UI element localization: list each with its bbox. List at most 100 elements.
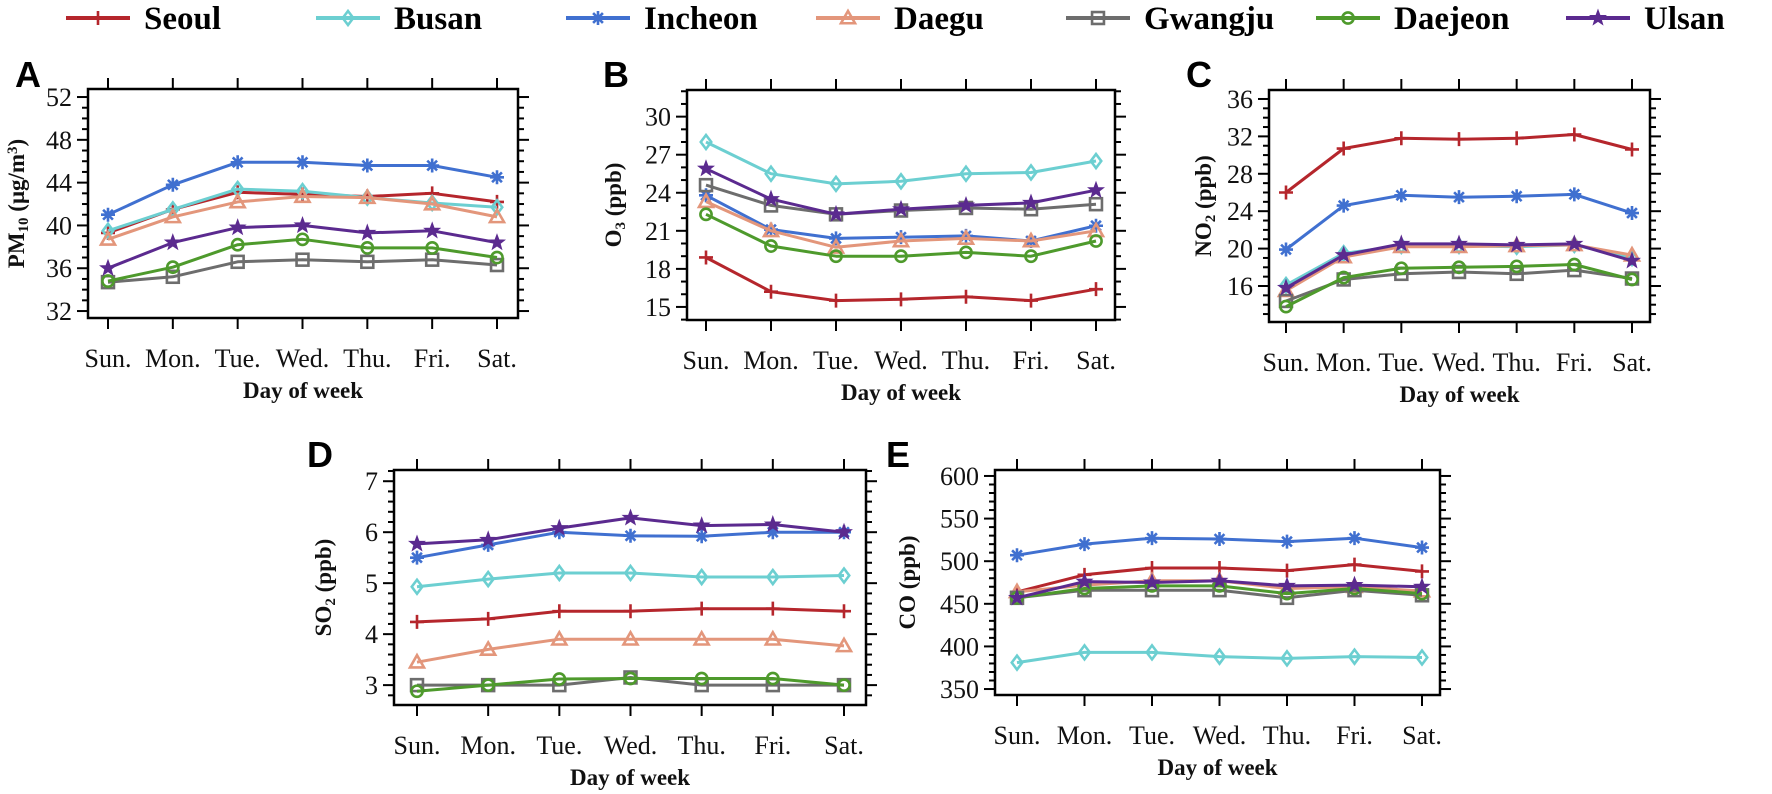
data-point (623, 563, 638, 583)
x-tick-label: Sat. (824, 731, 864, 760)
x-axis-title: Day of week (841, 380, 961, 405)
x-tick-label: Wed. (276, 344, 330, 373)
data-point (837, 566, 851, 585)
plot-frame (993, 468, 1442, 697)
y-tick-label: 350 (940, 675, 979, 704)
data-point (552, 525, 567, 540)
legend-item-gwangju: Gwangju (1066, 1, 1274, 37)
data-point (621, 508, 640, 526)
data-point (762, 189, 780, 207)
data-point (894, 172, 908, 191)
x-tick-label: Thu. (1263, 721, 1311, 750)
data-point (230, 155, 245, 170)
legend-item-seoul: Seoul (66, 1, 221, 37)
x-tick-label: Mon. (1316, 348, 1372, 377)
y-tick-label: 30 (645, 103, 671, 132)
data-point (1625, 272, 1639, 287)
x-tick-label: Tue. (1129, 721, 1175, 750)
data-point (293, 215, 312, 234)
series-line (705, 212, 1097, 258)
x-tick-label: Sat. (1076, 346, 1116, 375)
data-point (360, 254, 375, 270)
x-tick-label: Sun. (683, 346, 730, 375)
data-point (894, 249, 908, 264)
y-axis-title-part: 3 (613, 222, 629, 230)
x-tick-label: Mon. (460, 731, 516, 760)
data-point (1567, 257, 1582, 272)
data-point (1336, 244, 1351, 263)
data-point (692, 516, 711, 534)
data-point (1075, 572, 1094, 590)
data-point (1280, 649, 1294, 668)
data-point (697, 159, 715, 177)
data-point (959, 245, 973, 260)
data-point (423, 221, 442, 239)
legend-item-busan: Busan (316, 1, 482, 37)
x-tick-label: Sat. (1402, 721, 1442, 750)
y-tick-label: 3 (365, 671, 378, 700)
x-tick-label: Thu. (677, 731, 725, 760)
series-line (107, 195, 498, 241)
series-line (107, 258, 498, 284)
data-point (228, 218, 247, 236)
data-point (1145, 643, 1159, 662)
data-point (230, 237, 245, 252)
data-point (1008, 588, 1026, 606)
series-line (107, 237, 498, 283)
data-point (358, 223, 377, 241)
data-point (1278, 576, 1296, 594)
data-point (1279, 275, 1293, 295)
series-group (1007, 531, 1432, 672)
data-point (1280, 534, 1294, 549)
data-point (488, 233, 506, 251)
data-point (696, 192, 716, 209)
data-point (1452, 190, 1466, 205)
data-point (490, 170, 504, 185)
data-point (1277, 278, 1295, 296)
y-tick-label: 20 (1227, 235, 1253, 264)
data-point (761, 221, 781, 238)
y-axis-title-part: (ppb) (311, 539, 336, 598)
data-point (1024, 293, 1038, 308)
data-point (165, 260, 180, 275)
data-point (1077, 537, 1092, 552)
data-point (1625, 206, 1639, 221)
y-tick-label: 32 (1227, 122, 1253, 151)
y-axis-title-part: 2 (323, 598, 339, 606)
x-tick-label: Fri. (1556, 348, 1593, 377)
y-axis-title-part: 3 (5, 146, 21, 154)
data-point (490, 250, 504, 265)
data-point (1347, 531, 1362, 546)
data-point (293, 186, 312, 204)
data-point (1452, 260, 1466, 275)
y-axis-title-part: CO (ppb) (895, 536, 920, 630)
series-daegu (98, 186, 507, 246)
data-point (1565, 234, 1584, 252)
x-axis: Sun. Mon. Tue. Wed. Thu. Fri. Sat. Day of week (994, 459, 1442, 780)
data-point (1010, 653, 1024, 672)
x-tick-label: Sun. (994, 721, 1041, 750)
panel-letter: D (307, 434, 333, 475)
y-axis-title-part: NO (1191, 222, 1216, 257)
series-gwangju (1278, 262, 1640, 309)
series-daegu (407, 629, 854, 669)
data-point (230, 254, 245, 270)
data-point (1336, 141, 1351, 156)
data-point (425, 158, 440, 173)
legend-label: Incheon (644, 1, 758, 37)
star-marker-icon (1589, 8, 1607, 26)
data-point (1509, 131, 1524, 146)
data-point (894, 292, 908, 307)
data-point (694, 567, 709, 587)
data-point (957, 195, 975, 214)
y-tick-label: 550 (940, 505, 979, 534)
data-point (1334, 245, 1353, 263)
data-point (959, 164, 973, 183)
series-daejeon (699, 207, 1103, 264)
data-point (1210, 571, 1229, 589)
data-point (1347, 557, 1362, 572)
data-point (1336, 270, 1351, 285)
data-point (295, 182, 310, 201)
data-point (956, 228, 976, 245)
data-point (1347, 647, 1362, 666)
